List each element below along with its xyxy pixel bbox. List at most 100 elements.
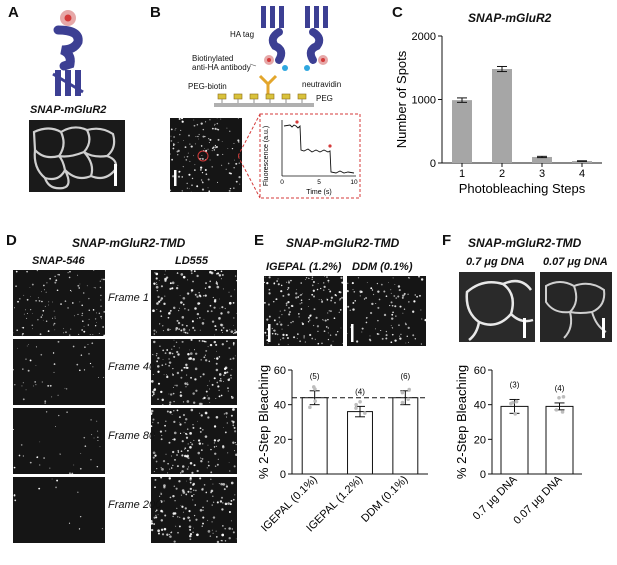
frame-spot bbox=[37, 297, 39, 299]
frame-spot bbox=[26, 298, 29, 301]
e-spot-left bbox=[297, 333, 299, 335]
e-spot-left bbox=[311, 337, 314, 340]
chart-f-two-step-bleaching: 0 20 40 60 (3) 0.7 μg DNA (4) 0.07 μg DNA % 2-St… bbox=[454, 365, 582, 527]
e-spot-left bbox=[268, 276, 271, 279]
frame-spot bbox=[20, 444, 23, 446]
e-spot-left bbox=[339, 308, 342, 311]
frame-spot bbox=[229, 502, 232, 506]
frame-spot bbox=[165, 420, 167, 422]
frame-spot bbox=[227, 502, 230, 505]
frame-spot bbox=[212, 495, 214, 497]
frame-spot bbox=[201, 339, 204, 343]
e-spot-left bbox=[305, 279, 306, 280]
e-spot-right bbox=[418, 294, 421, 297]
bar bbox=[392, 397, 419, 475]
e-spot-right bbox=[388, 282, 389, 283]
frame-spot bbox=[170, 467, 173, 469]
e-spot-left bbox=[273, 282, 276, 285]
frame-spot bbox=[174, 384, 176, 386]
frame-spot bbox=[172, 464, 174, 467]
frame-spot bbox=[17, 300, 19, 303]
frame-spot bbox=[200, 460, 203, 463]
frame-spot bbox=[160, 297, 164, 300]
e-spot-right bbox=[377, 290, 380, 293]
e-spot-right bbox=[372, 293, 375, 296]
b-spot bbox=[189, 143, 191, 145]
e-spot-left bbox=[300, 282, 303, 284]
b-spot bbox=[172, 147, 175, 150]
frame-spot bbox=[55, 279, 58, 282]
frame-spot bbox=[160, 285, 164, 288]
frame-spot bbox=[166, 349, 169, 351]
frame-spot bbox=[213, 377, 216, 380]
e-spot-left bbox=[287, 324, 289, 326]
frame-spot bbox=[167, 316, 170, 319]
b-spot bbox=[199, 157, 202, 160]
e-spot-right bbox=[349, 309, 351, 312]
e-spot-left bbox=[285, 333, 288, 337]
frame-spot bbox=[207, 519, 209, 521]
x-axis-label: Photobleaching Steps bbox=[459, 181, 586, 196]
frame-spot bbox=[156, 302, 159, 305]
frame-spot bbox=[173, 339, 175, 341]
e-spot-left bbox=[301, 322, 305, 326]
frame-spot bbox=[229, 358, 232, 360]
e-spot-left bbox=[327, 279, 330, 282]
frame-spot bbox=[99, 446, 101, 448]
frame-spot bbox=[160, 493, 163, 495]
frame-spot bbox=[182, 303, 185, 306]
y-tick-label: 1000 bbox=[412, 95, 436, 107]
e-spot-left bbox=[281, 328, 283, 330]
frame-spot bbox=[190, 494, 194, 498]
frame-spot bbox=[223, 374, 225, 376]
e-spot-left bbox=[312, 324, 315, 327]
e-spot-right bbox=[361, 331, 363, 333]
frame-spot bbox=[188, 329, 191, 331]
frame-spot bbox=[187, 516, 190, 519]
frame-spot bbox=[185, 436, 189, 439]
e-spot-right bbox=[352, 308, 355, 311]
frame-spot bbox=[35, 346, 37, 348]
b-spot bbox=[205, 149, 208, 152]
frame-spot bbox=[178, 310, 180, 312]
b-spot bbox=[200, 145, 203, 147]
frame-spot bbox=[213, 446, 216, 448]
e-spot-left bbox=[341, 281, 343, 284]
frame-spot bbox=[151, 412, 153, 415]
b-spot bbox=[183, 140, 184, 141]
frame-spot bbox=[54, 316, 56, 318]
frame-spot bbox=[83, 436, 86, 439]
frame-spot bbox=[204, 354, 206, 356]
col-label-ld555: LD555 bbox=[175, 255, 209, 267]
frame-spot bbox=[232, 408, 235, 411]
e-spot-left bbox=[273, 319, 276, 322]
frame-spot bbox=[206, 500, 209, 502]
frame-spot bbox=[153, 282, 156, 285]
frame-spot bbox=[155, 516, 158, 519]
frame-spot bbox=[169, 535, 172, 538]
frame-spot bbox=[99, 286, 102, 289]
e-spot-left bbox=[297, 296, 300, 298]
e-spot-right bbox=[392, 277, 394, 279]
b-spot bbox=[238, 162, 240, 164]
panel-d-title: SNAP-mGluR2-TMD bbox=[72, 236, 186, 250]
b-spot bbox=[188, 173, 191, 176]
frame-spot bbox=[218, 395, 221, 398]
e-spot-right bbox=[401, 296, 404, 299]
frame-spot bbox=[151, 409, 154, 413]
e-spot-right bbox=[424, 318, 426, 322]
b-spot bbox=[201, 181, 204, 183]
e-spot-left bbox=[277, 283, 280, 286]
frame-spot bbox=[182, 511, 184, 513]
frame-spot bbox=[235, 444, 237, 446]
e-spot-left bbox=[328, 310, 330, 312]
frame-spot bbox=[172, 373, 174, 376]
frame-spot bbox=[172, 392, 175, 395]
frame-spot bbox=[79, 301, 81, 303]
e-spot-left bbox=[295, 292, 298, 295]
e-spot-right bbox=[352, 289, 354, 291]
frame-spot bbox=[80, 354, 83, 356]
frame-spot bbox=[202, 516, 205, 519]
frame-spot bbox=[36, 456, 39, 459]
frame-spot bbox=[58, 274, 61, 276]
